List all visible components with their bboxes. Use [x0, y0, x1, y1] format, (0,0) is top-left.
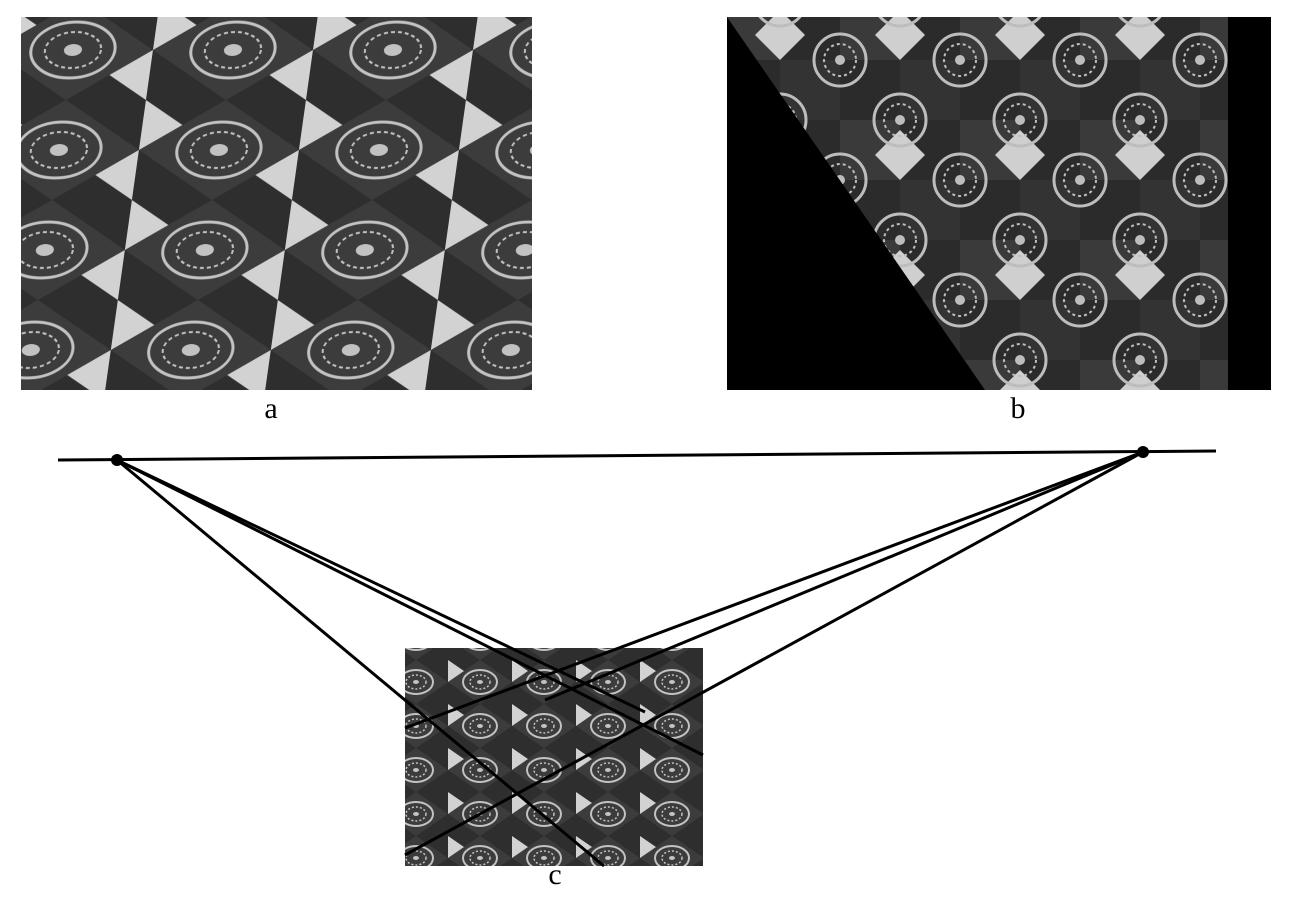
- vanishing-line: [544, 450, 1144, 702]
- panel-c: c: [57, 446, 1217, 891]
- panel-c-label: c: [548, 858, 561, 891]
- panel-a-label: a: [264, 392, 277, 425]
- vanishing-line: [116, 458, 704, 757]
- vanishing-line: [404, 450, 1144, 730]
- panel-b: b: [727, 17, 1271, 425]
- horizon-line: [57, 449, 1217, 462]
- panel-a: a: [21, 17, 532, 425]
- panel-c-photo: [405, 648, 703, 866]
- panel-b-label: b: [1011, 392, 1026, 425]
- vanishing-line: [116, 458, 646, 714]
- right-vanishing-point: [1137, 446, 1149, 458]
- panel-a-photo: [21, 17, 532, 390]
- right-vanishing-lines: [404, 450, 1144, 857]
- vanishing-line: [404, 450, 1144, 857]
- vanishing-line: [116, 458, 605, 868]
- left-vanishing-point: [111, 454, 123, 466]
